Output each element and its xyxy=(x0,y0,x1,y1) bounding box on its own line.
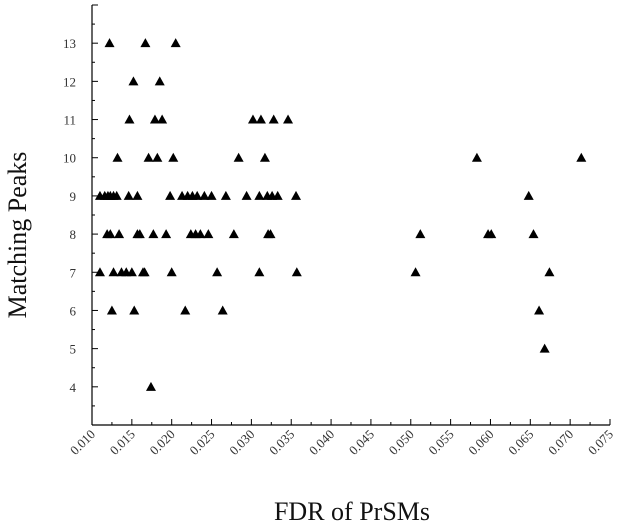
y-axis-ticks: 4 5 6 7 8 9 10 11 12 13 xyxy=(63,4,98,426)
data-point-marker xyxy=(170,38,181,48)
x-tick-label: 0.035 xyxy=(266,427,297,458)
data-point-marker xyxy=(134,229,145,239)
data-point-marker xyxy=(129,305,140,315)
data-point-marker xyxy=(523,190,534,200)
data-point-marker xyxy=(111,190,122,200)
data-point-marker xyxy=(143,152,154,162)
data-point-marker xyxy=(168,152,179,162)
data-point-marker xyxy=(268,114,279,124)
y-axis-title: Matching Peaks xyxy=(3,152,32,319)
data-point-marker xyxy=(149,114,160,124)
data-point-marker xyxy=(471,152,482,162)
data-point-marker xyxy=(148,229,159,239)
data-point-marker xyxy=(410,267,421,277)
y-tick-label: 9 xyxy=(70,189,77,204)
x-tick-label: 0.020 xyxy=(147,427,178,458)
data-point-marker xyxy=(112,152,123,162)
x-tick-label: 0.030 xyxy=(226,427,257,458)
data-point-marker xyxy=(108,267,119,277)
y-tick-label: 11 xyxy=(63,113,76,128)
x-tick-label: 0.065 xyxy=(505,427,536,458)
data-point-marker xyxy=(166,267,177,277)
data-point-marker xyxy=(265,229,276,239)
data-point-marker xyxy=(241,190,252,200)
x-tick-label: 0.025 xyxy=(186,427,217,458)
data-point-marker xyxy=(195,229,206,239)
data-point-marker xyxy=(161,229,172,239)
data-point-marker xyxy=(199,190,210,200)
data-point-marker xyxy=(126,267,137,277)
data-point-marker xyxy=(106,305,117,315)
data-point-marker xyxy=(128,76,139,86)
x-axis-title: FDR of PrSMs xyxy=(274,497,430,526)
x-tick-label: 0.055 xyxy=(425,427,456,458)
data-point-marker xyxy=(534,305,545,315)
data-point-marker xyxy=(255,114,266,124)
data-point-marker xyxy=(254,190,265,200)
data-point-marker xyxy=(124,114,135,124)
y-tick-label: 13 xyxy=(63,36,76,51)
axes xyxy=(91,5,610,426)
data-point-marker xyxy=(157,114,168,124)
data-point-marker xyxy=(114,229,125,239)
x-tick-label: 0.050 xyxy=(386,427,417,458)
data-point-marker xyxy=(283,114,294,124)
data-point-marker xyxy=(104,38,115,48)
data-point-marker xyxy=(259,152,270,162)
data-point-marker xyxy=(145,381,156,391)
data-point-marker xyxy=(217,305,228,315)
data-point-marker xyxy=(105,229,116,239)
x-tick-label: 0.075 xyxy=(585,427,616,458)
y-tick-label: 6 xyxy=(70,303,77,318)
x-tick-label: 0.015 xyxy=(107,427,138,458)
data-point-marker xyxy=(544,267,555,277)
data-point-marker xyxy=(528,229,539,239)
data-point-marker xyxy=(123,190,134,200)
data-point-marker xyxy=(140,38,151,48)
data-point-marker xyxy=(486,229,497,239)
y-tick-label: 4 xyxy=(70,380,77,395)
y-tick-label: 8 xyxy=(70,227,77,242)
data-points xyxy=(94,38,587,391)
data-point-marker xyxy=(94,267,105,277)
data-point-marker xyxy=(220,190,231,200)
data-point-marker xyxy=(203,229,214,239)
data-point-marker xyxy=(139,267,150,277)
data-point-marker xyxy=(272,190,283,200)
data-point-marker xyxy=(415,229,426,239)
data-point-marker xyxy=(132,190,143,200)
data-point-marker xyxy=(291,190,302,200)
data-point-marker xyxy=(152,152,163,162)
data-point-marker xyxy=(192,190,203,200)
data-point-marker xyxy=(180,305,191,315)
data-point-marker xyxy=(233,152,244,162)
data-point-marker xyxy=(228,229,239,239)
x-tick-label: 0.010 xyxy=(67,427,98,458)
data-point-marker xyxy=(539,343,550,353)
x-tick-label: 0.040 xyxy=(306,427,337,458)
y-tick-label: 7 xyxy=(70,265,77,280)
x-tick-label: 0.060 xyxy=(465,427,496,458)
data-point-marker xyxy=(206,190,217,200)
x-tick-label: 0.045 xyxy=(346,427,377,458)
y-tick-label: 5 xyxy=(70,342,77,357)
data-point-marker xyxy=(291,267,302,277)
data-point-marker xyxy=(212,267,223,277)
data-point-marker xyxy=(254,267,265,277)
y-tick-label: 10 xyxy=(63,151,76,166)
data-point-marker xyxy=(165,190,176,200)
data-point-marker xyxy=(154,76,165,86)
x-tick-label: 0.070 xyxy=(545,427,576,458)
data-point-marker xyxy=(247,114,258,124)
y-tick-label: 12 xyxy=(63,74,76,89)
data-point-marker xyxy=(576,152,587,162)
